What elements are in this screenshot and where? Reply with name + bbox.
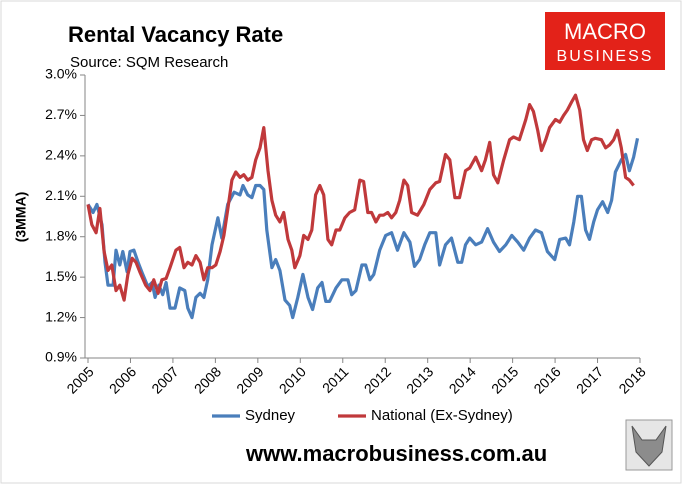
series-line <box>86 93 635 302</box>
chart-subtitle: Source: SQM Research <box>70 54 228 71</box>
series-line <box>86 137 640 320</box>
legend-label: Sydney <box>245 407 296 424</box>
chart-title: Rental Vacancy Rate <box>68 22 283 47</box>
wolf-icon <box>625 419 673 471</box>
footer: www.macrobusiness.com.au <box>245 441 547 466</box>
logo-text: BUSINESS <box>557 48 654 65</box>
legend-label: National (Ex-Sydney) <box>371 407 513 424</box>
y-tick-label: 1.8% <box>45 227 77 243</box>
y-tick-label: 1.2% <box>45 308 77 324</box>
y-tick-label: 2.7% <box>45 106 77 122</box>
logo-text: MACRO <box>564 19 646 44</box>
y-tick-label: 2.1% <box>45 187 77 203</box>
logo-box <box>545 12 665 70</box>
y-tick-label: 1.5% <box>45 268 77 284</box>
y-axis-label: (3MMA) <box>13 192 29 243</box>
y-tick-label: 3.0% <box>45 66 77 82</box>
y-tick-label: 2.4% <box>45 147 77 163</box>
y-tick-label: 0.9% <box>45 349 77 365</box>
